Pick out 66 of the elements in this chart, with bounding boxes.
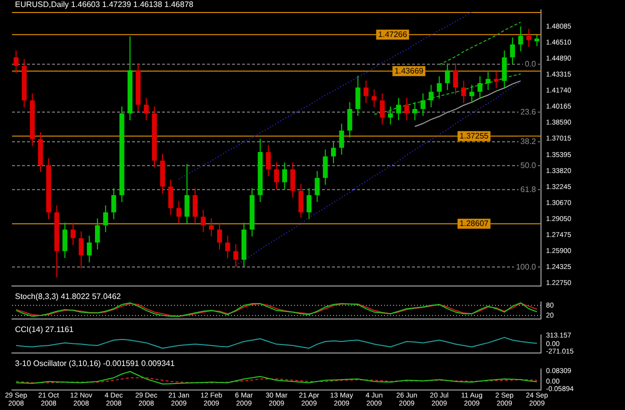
candlestick [290,162,296,198]
candlestick [347,102,352,138]
candlestick [436,76,442,100]
candlestick [469,84,474,104]
candlestick [478,76,482,100]
annotation: 50.0 [520,160,537,170]
candlestick [355,75,360,116]
candlestick [412,102,418,121]
candlestick [233,244,238,268]
line-series [438,22,522,66]
annotation: 61.8 [520,184,537,194]
candlestick [453,62,458,95]
candlestick [86,235,92,263]
annotation: 38.2 [520,136,537,146]
candlestick [70,222,76,246]
candlestick [217,222,222,250]
candlestick [428,84,434,108]
candlestick [200,209,206,233]
candlestick [396,97,402,121]
ref-line-label: 1.37255 [460,131,490,140]
candlestick [331,140,336,164]
candlestick [208,218,214,237]
candlestick [461,80,466,104]
candlestick [78,230,84,269]
candlestick [274,162,279,190]
annotation: 0.0 [524,60,537,69]
candlestick [314,170,320,203]
candlestick [298,183,304,218]
candlestick [111,188,116,220]
candlestick [364,80,368,104]
candlestick [534,34,540,47]
chart-title: Stoch(8,3,3) 41.8022 57.0462 [15,292,122,302]
candlestick [176,200,182,224]
candlestick [95,218,100,250]
candlestick [494,72,499,89]
ref-line-label: 1.47266 [378,30,408,39]
candlestick [510,37,515,65]
candlestick [322,149,328,186]
candlestick [62,222,68,259]
candlestick [282,162,288,190]
candlestick [103,204,108,233]
candlestick [225,235,230,259]
candlestick [388,106,393,125]
candlestick [306,188,312,220]
chart-title: 3-10 Oscillator (3,10,16) -0.001591 0.009341 [15,359,176,368]
candlestick [144,97,149,121]
candlestick [266,144,271,177]
candlestick [380,92,385,125]
candlestick [502,50,507,88]
candlestick [486,72,491,91]
candlestick [192,188,198,224]
chart-title: EURUSD,Daily 1.46603 1.47239 1.46138 1.46878 [15,0,194,10]
annotation: 100.0 [516,262,537,272]
candlestick [184,164,190,224]
candlestick [404,97,410,121]
candlestick [444,62,450,91]
candlestick [518,26,524,52]
ref-line-label: 1.28607 [460,218,490,228]
candlestick [339,123,344,156]
candlestick [14,50,19,74]
candlestick [420,92,426,116]
chart-title: CCI(14) 27.1161 [15,325,74,334]
annotation: 23.6 [520,107,537,116]
candlestick [168,179,174,216]
candlestick [372,88,377,108]
ref-line-label: 1.43669 [394,66,424,76]
